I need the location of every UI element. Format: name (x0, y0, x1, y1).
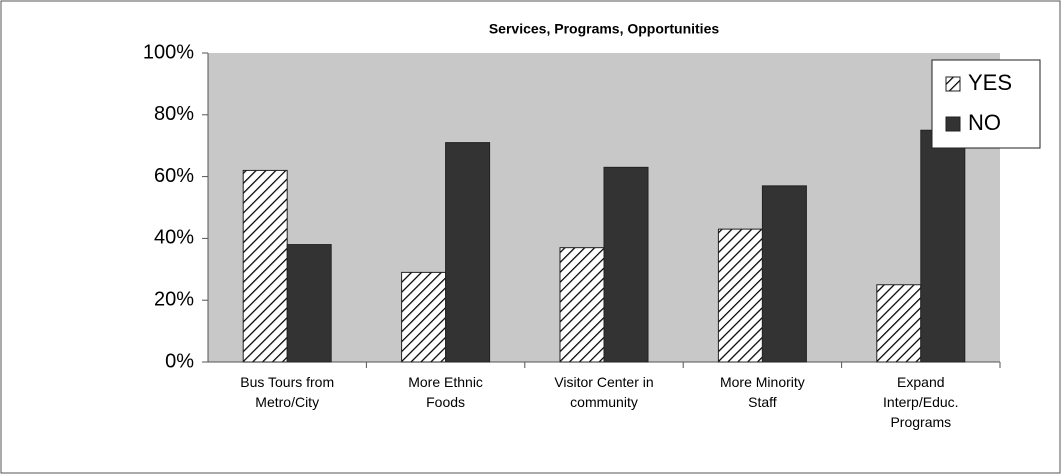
bar (761, 185, 807, 363)
x-tick-label: Bus Tours from Metro/City (240, 374, 335, 410)
bar (445, 142, 491, 363)
legend-label: YES (968, 70, 1012, 95)
y-tick-label: 40% (154, 227, 194, 249)
bar (401, 271, 447, 363)
chart-title: Services, Programs, Opportunities (489, 21, 720, 37)
legend-swatch (945, 116, 961, 132)
legend-box (931, 59, 1041, 149)
bar (876, 284, 922, 363)
x-tick-label: Visitor Center in community (554, 374, 654, 410)
bar (286, 244, 332, 363)
x-tick-label: Expand Interp/Educ. Programs (883, 374, 959, 430)
bar (717, 228, 763, 363)
legend-label: NO (968, 110, 1001, 135)
bar (920, 129, 966, 363)
y-tick-label: 20% (154, 288, 194, 310)
legend-swatch (945, 76, 961, 92)
bar (603, 166, 649, 363)
y-tick-label: 80% (154, 103, 194, 125)
y-tick-label: 60% (154, 165, 194, 187)
y-tick-label: 0% (165, 350, 194, 372)
x-tick-label: More Ethnic Foods (408, 374, 483, 410)
bar (242, 169, 288, 363)
y-tick-label: 100% (143, 41, 194, 63)
bar (559, 247, 605, 363)
x-tick-label: More Minority Staff (719, 374, 805, 410)
